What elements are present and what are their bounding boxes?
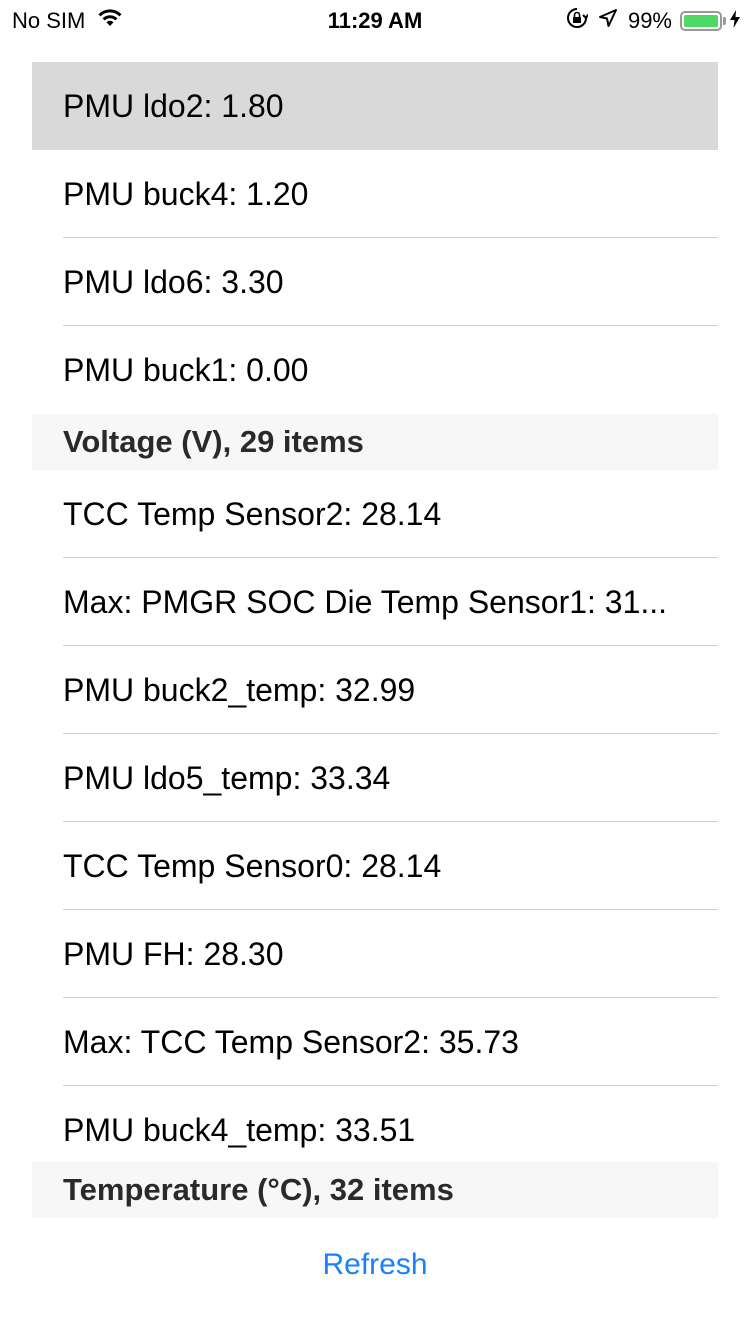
list-item-label: TCC Temp Sensor0: 28.14 [63, 848, 442, 884]
list-item[interactable]: PMU buck1: 0.00 [32, 326, 718, 414]
status-time: 11:29 AM [327, 8, 423, 33]
refresh-button[interactable]: Refresh [322, 1248, 428, 1281]
list-item-label: PMU buck1: 0.00 [63, 352, 309, 388]
battery-icon [680, 11, 722, 31]
list-item-label: PMU buck4: 1.20 [63, 176, 309, 212]
list-item[interactable]: PMU buck2_temp: 32.99 [32, 646, 718, 734]
list-item[interactable]: TCC Temp Sensor0: 28.14 [32, 822, 718, 910]
list-item[interactable]: PMU ldo2: 1.80 [32, 62, 718, 150]
list-item-label: PMU FH: 28.30 [63, 936, 284, 972]
sensor-list[interactable]: PMU ldo2: 1.80 PMU buck4: 1.20 PMU ldo6:… [32, 62, 718, 1218]
list-item-label: Max: TCC Temp Sensor2: 35.73 [63, 1024, 519, 1060]
carrier-label: No SIM [12, 8, 86, 33]
list-item[interactable]: PMU ldo6: 3.30 [32, 238, 718, 326]
list-item[interactable]: TCC Temp Sensor2: 28.14 [32, 470, 718, 558]
status-bar: No SIM 11:29 AM 99% [0, 0, 750, 40]
list-item[interactable]: PMU buck4: 1.20 [32, 150, 718, 238]
list-item[interactable]: PMU ldo5_temp: 33.34 [32, 734, 718, 822]
list-item[interactable]: Max: PMGR SOC Die Temp Sensor1: 31... [32, 558, 718, 646]
list-item-label: TCC Temp Sensor2: 28.14 [63, 496, 442, 532]
list-item[interactable]: PMU buck4_temp: 33.51 [32, 1086, 718, 1162]
charging-bolt-icon [730, 8, 740, 34]
status-bar-right: 99% [566, 7, 740, 35]
list-item-label: Max: PMGR SOC Die Temp Sensor1: 31... [63, 584, 668, 620]
list-item-label: PMU ldo6: 3.30 [63, 264, 284, 300]
list-item[interactable]: PMU FH: 28.30 [32, 910, 718, 998]
list-item-label: PMU buck4_temp: 33.51 [63, 1112, 416, 1148]
battery-percent: 99% [627, 8, 672, 33]
wifi-icon [97, 8, 123, 34]
status-bar-left: No SIM [12, 8, 123, 34]
orientation-lock-icon [566, 7, 589, 35]
list-item-label: PMU ldo5_temp: 33.34 [63, 760, 391, 796]
section-footer-voltage: Voltage (V), 29 items [32, 414, 718, 470]
battery-tip [723, 17, 726, 25]
list-item[interactable]: Max: TCC Temp Sensor2: 35.73 [32, 998, 718, 1086]
list-item-label: PMU ldo2: 1.80 [63, 88, 284, 124]
section-footer-temperature: Temperature (°C), 32 items [32, 1162, 718, 1218]
location-arrow-icon [598, 8, 618, 34]
battery-fill [684, 15, 718, 27]
list-item-label: PMU buck2_temp: 32.99 [63, 672, 416, 708]
